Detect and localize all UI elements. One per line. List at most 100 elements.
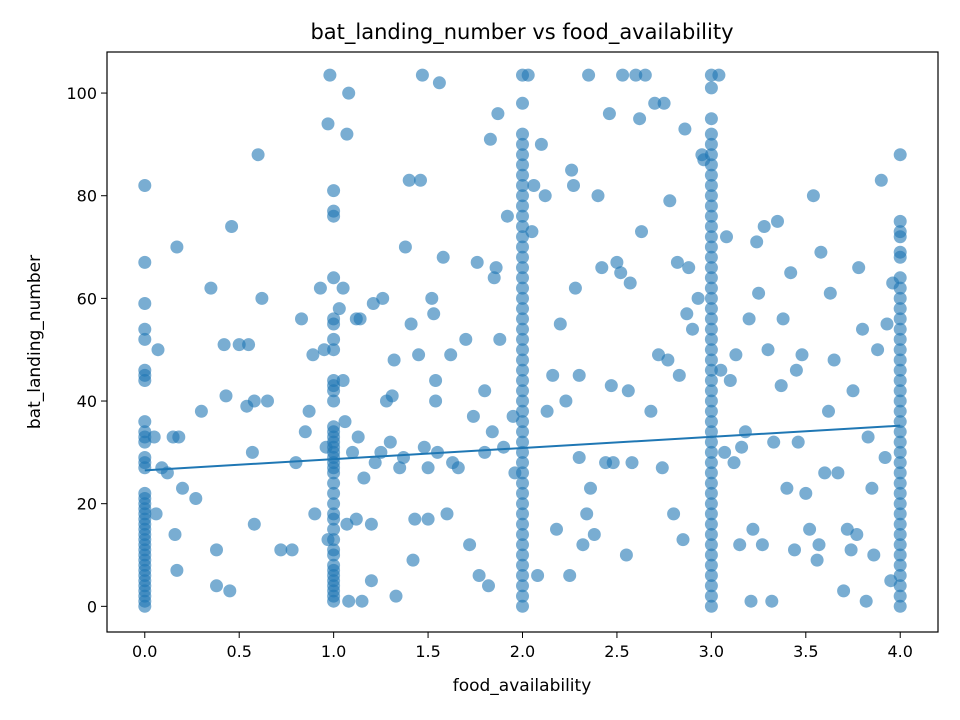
- data-point: [516, 507, 529, 521]
- trend-layer: [144, 424, 901, 472]
- data-point: [893, 374, 907, 387]
- data-point: [225, 220, 239, 233]
- data-point: [704, 281, 718, 295]
- y-tick-label: 20: [77, 495, 97, 514]
- data-point: [893, 250, 907, 264]
- x-tick-label: 4.0: [888, 642, 913, 661]
- data-point: [189, 492, 203, 505]
- data-point: [803, 522, 817, 536]
- data-point: [852, 261, 866, 275]
- data-point: [327, 533, 341, 547]
- data-point: [729, 348, 743, 362]
- data-point: [616, 68, 630, 82]
- data-point: [138, 599, 152, 613]
- data-point: [752, 286, 766, 300]
- data-point: [704, 312, 718, 326]
- trend-line: [144, 424, 901, 472]
- data-point: [746, 522, 760, 536]
- data-point: [247, 394, 261, 408]
- data-point: [727, 456, 741, 470]
- data-point: [893, 558, 907, 572]
- data-point: [568, 281, 582, 295]
- data-point: [704, 137, 718, 151]
- data-point: [691, 291, 705, 305]
- data-point: [704, 343, 718, 357]
- data-point: [500, 209, 514, 223]
- data-point: [168, 528, 182, 541]
- data-point: [789, 363, 803, 377]
- data-point: [680, 307, 694, 321]
- data-point: [245, 445, 259, 459]
- data-point: [704, 220, 718, 233]
- x-tick-label: 3.5: [793, 642, 818, 661]
- data-point: [893, 214, 907, 228]
- data-point: [827, 353, 841, 367]
- points-layer: [138, 68, 907, 613]
- data-point: [893, 394, 907, 408]
- data-point: [338, 415, 352, 429]
- data-point: [364, 574, 378, 588]
- data-point: [327, 486, 341, 500]
- data-point: [638, 68, 652, 82]
- data-point: [780, 481, 794, 495]
- data-point: [516, 435, 529, 449]
- data-point: [327, 384, 341, 398]
- data-point: [516, 528, 529, 541]
- data-point: [516, 466, 529, 480]
- data-point: [704, 332, 718, 346]
- data-point: [516, 312, 529, 326]
- data-point: [327, 594, 341, 608]
- data-point: [893, 322, 907, 336]
- data-point: [704, 374, 718, 387]
- y-tick-label: 60: [77, 289, 97, 308]
- data-point: [489, 261, 503, 275]
- data-point: [776, 312, 790, 326]
- data-point: [194, 404, 208, 418]
- data-point: [516, 353, 529, 367]
- data-point: [553, 317, 567, 331]
- x-tick-label: 2.5: [604, 642, 629, 661]
- data-point: [483, 132, 497, 146]
- data-point: [516, 199, 529, 213]
- data-point: [414, 173, 427, 187]
- data-point: [744, 594, 758, 608]
- data-point: [376, 291, 390, 305]
- data-point: [527, 179, 541, 192]
- data-point: [623, 276, 637, 290]
- data-point: [332, 302, 346, 316]
- data-point: [336, 374, 350, 387]
- data-point: [625, 456, 639, 470]
- data-point: [402, 173, 416, 187]
- data-point: [667, 507, 681, 521]
- data-point: [210, 543, 223, 557]
- data-point: [861, 430, 875, 444]
- y-tick-label: 40: [77, 392, 97, 411]
- data-point: [704, 322, 718, 336]
- data-point: [893, 291, 907, 305]
- data-point: [704, 363, 718, 377]
- data-point: [421, 461, 435, 475]
- data-point: [219, 389, 233, 403]
- data-point: [648, 96, 662, 110]
- data-point: [255, 291, 269, 305]
- data-point: [663, 194, 677, 208]
- data-point: [704, 81, 718, 95]
- data-point: [818, 466, 832, 480]
- data-point: [516, 558, 529, 572]
- data-point: [563, 569, 577, 582]
- data-point: [493, 332, 507, 346]
- data-point: [704, 353, 718, 367]
- data-point: [893, 589, 907, 603]
- data-point: [865, 481, 879, 495]
- y-tick-label: 0: [87, 597, 97, 616]
- data-point: [871, 343, 885, 357]
- data-point: [138, 374, 152, 387]
- data-point: [327, 394, 341, 408]
- data-point: [368, 456, 382, 470]
- data-point: [550, 522, 563, 536]
- data-point: [893, 599, 907, 613]
- data-point: [704, 599, 718, 613]
- data-point: [412, 348, 426, 362]
- data-point: [340, 127, 354, 141]
